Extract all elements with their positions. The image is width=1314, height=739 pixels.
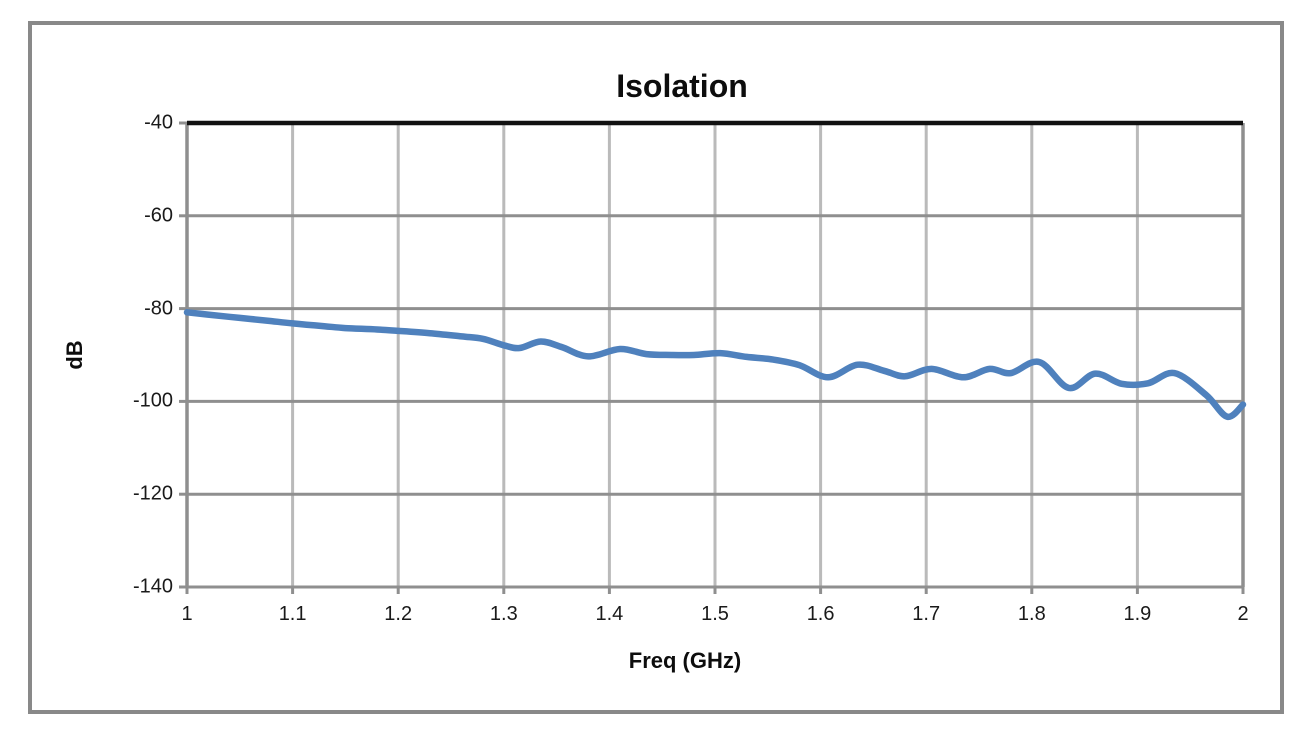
chart-title: Isolation [616,68,748,104]
x-tick-label: 2 [1237,603,1249,625]
x-tick-label: 1.1 [278,603,307,625]
x-tick-label: 1.5 [701,603,729,625]
series-line-isolation [183,309,1247,420]
x-tick-label: 1.7 [912,603,941,625]
y-tick-label: -60 [144,204,173,227]
x-tick-label: 1.6 [806,603,835,625]
x-axis-title: Freq (GHz) [628,648,742,673]
x-tick-label: 1.4 [595,603,624,625]
x-tick-label: 1.8 [1017,603,1046,625]
y-tick-label: -140 [132,575,173,598]
x-tick-label: 1.3 [489,603,518,625]
chart-border [28,21,1284,714]
x-tick-label: 1 [181,603,193,625]
y-tick-label: -120 [132,482,173,505]
y-axis-title: dB [62,340,87,370]
y-tick-label: -100 [132,389,173,412]
y-tick-label: -80 [144,297,173,320]
y-tick-label: -40 [144,111,173,134]
x-tick-label: 1.2 [384,603,413,625]
x-tick-label: 1.9 [1123,603,1152,625]
